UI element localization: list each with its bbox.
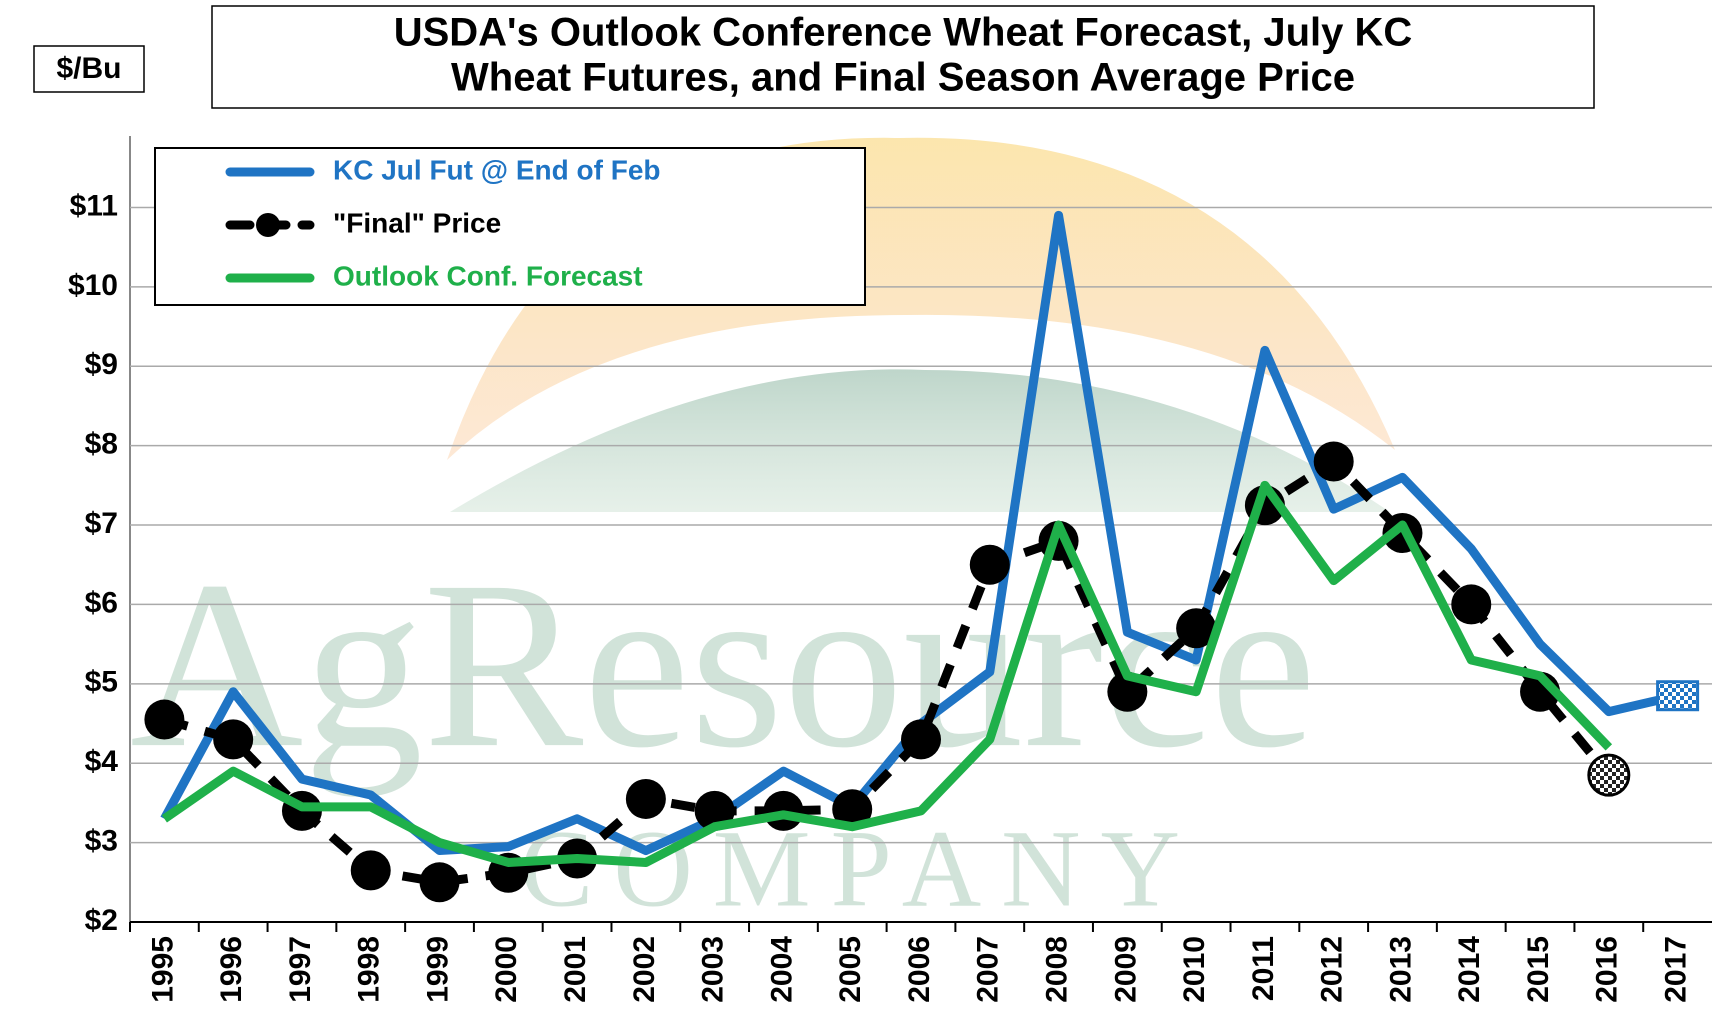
x-tick-label: 2003 — [697, 936, 730, 1003]
x-tick-label: 2001 — [559, 936, 592, 1003]
y-tick-label: $10 — [68, 269, 118, 302]
legend-marker — [256, 213, 280, 237]
legend-label: "Final" Price — [333, 207, 501, 238]
x-tick-label: 2011 — [1247, 936, 1280, 1001]
x-tick-label: 2016 — [1591, 936, 1624, 1003]
y-tick-label: $5 — [85, 666, 118, 699]
x-tick-label: 2000 — [490, 936, 523, 1003]
watermark: AgResource — [130, 531, 1316, 797]
y-tick-label: $7 — [85, 507, 118, 540]
x-tick-label: 2004 — [765, 936, 798, 1003]
end-marker — [1658, 682, 1698, 710]
point — [420, 862, 460, 902]
x-tick-label: 2009 — [1109, 936, 1142, 1003]
x-tick-label: 1999 — [421, 936, 454, 1003]
point — [213, 719, 253, 759]
point — [970, 545, 1010, 585]
x-tick-label: 2008 — [1040, 936, 1073, 1003]
x-tick-label: 1998 — [353, 936, 386, 1003]
x-tick-label: 2010 — [1178, 936, 1211, 1003]
legend-label: KC Jul Fut @ End of Feb — [333, 154, 661, 185]
y-tick-label: $2 — [85, 904, 118, 937]
x-tick-label: 2012 — [1316, 936, 1349, 1003]
y-tick-label: $8 — [85, 428, 118, 461]
x-tick-label: 1996 — [215, 936, 248, 1003]
x-tick-label: 2006 — [903, 936, 936, 1003]
y-tick-label: $3 — [85, 825, 118, 858]
point — [1451, 584, 1491, 624]
point — [144, 700, 184, 740]
chart: AgResource COMPANY $2$3$4$5$6$7$8$9$10$1… — [0, 0, 1712, 1020]
point — [626, 779, 666, 819]
y-tick-label: $4 — [85, 745, 119, 778]
x-tick-label: 2014 — [1453, 936, 1486, 1003]
x-tick-label: 2002 — [628, 936, 661, 1003]
chart-title: Wheat Futures, and Final Season Average … — [451, 56, 1355, 100]
y-tick-label: $6 — [85, 586, 118, 619]
y-tick-label: $9 — [85, 348, 118, 381]
end-marker — [1589, 755, 1629, 795]
chart-title: USDA's Outlook Conference Wheat Forecast… — [394, 11, 1413, 55]
point — [1314, 442, 1354, 482]
y-tick-label: $11 — [70, 189, 118, 222]
x-tick-label: 1997 — [284, 936, 317, 1003]
x-tick-label: 2007 — [972, 936, 1005, 1003]
x-tick-label: 2013 — [1384, 936, 1417, 1003]
legend-label: Outlook Conf. Forecast — [333, 260, 643, 291]
x-tick-label: 2005 — [834, 936, 867, 1003]
y-unit: $/Bu — [56, 52, 121, 85]
x-tick-label: 1995 — [146, 936, 179, 1003]
x-tick-label: 2017 — [1660, 936, 1693, 1003]
point — [351, 850, 391, 890]
x-tick-label: 2015 — [1522, 936, 1555, 1003]
point — [901, 719, 941, 759]
